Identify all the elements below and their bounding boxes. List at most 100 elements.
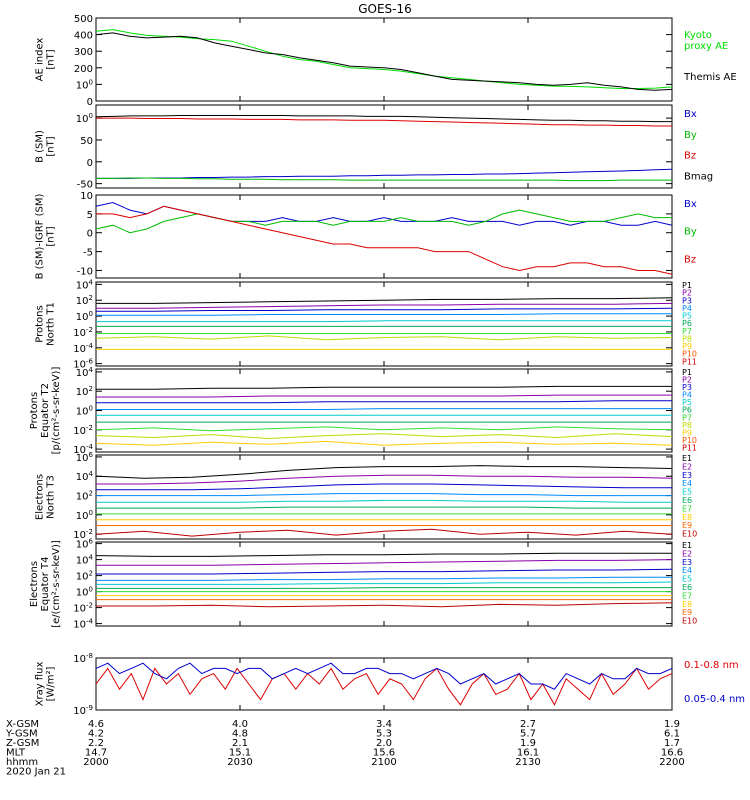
series-line-kyoto-proxy-ae (95, 29, 673, 89)
y-tick-label: 106 (76, 538, 94, 551)
panel-frame (95, 657, 673, 711)
footer-value: 14.7 (85, 748, 107, 759)
footer-date: 2020 Jan 21 (6, 767, 66, 778)
panel-pn: 10-6 10-4 10-2 100 102 104 Protons North T1 P1P2… (35, 278, 698, 370)
y-tick-label: 100 (76, 112, 93, 125)
chart-title: GOES-16 (358, 2, 412, 16)
legend-p1: P1 (682, 281, 692, 290)
footer-row-label: hhmm (6, 757, 38, 768)
y-tick-label: 200 (74, 64, 93, 75)
footer-value: 5.3 (376, 729, 392, 740)
series-line-p4 (96, 408, 672, 410)
legend-p8: P8 (682, 421, 692, 430)
footer-value: 2.0 (376, 738, 392, 749)
series-line-p1 (96, 385, 672, 390)
footer-value: 2130 (515, 757, 540, 768)
series-line-p8 (95, 433, 673, 440)
legend-e5: E5 (682, 488, 692, 497)
footer-value: 2100 (371, 757, 396, 768)
series-line-e1 (95, 465, 673, 479)
legend-p3: P3 (682, 383, 692, 392)
y-tick-label: 100 (76, 405, 93, 418)
y-tick-label: 10-4 (73, 618, 93, 631)
y-tick-label: 10-2 (73, 528, 93, 541)
y-tick-label: 100 (76, 78, 93, 91)
legend-e9: E9 (682, 608, 692, 617)
legend-e1: E1 (682, 454, 692, 463)
panel-pe: 10-4 10-2 100 102 104 Protons Equator T2 [p/(cm… (29, 366, 697, 456)
footer-value: 2200 (659, 757, 684, 768)
legend-p2: P2 (682, 289, 692, 298)
y-axis-label: Equator T2 (40, 383, 51, 438)
footer-value: 2.7 (520, 719, 536, 730)
legend-e6: E6 (682, 583, 692, 592)
y-tick-label: 106 (76, 451, 94, 464)
legend-p5: P5 (682, 398, 692, 407)
y-tick-label: -5 (83, 248, 93, 259)
series-line-e2 (96, 474, 673, 485)
y-tick-label: 10-2 (73, 424, 93, 437)
y-axis-label: North T1 (46, 302, 57, 346)
series-line-0-05-0-4-nm (95, 662, 673, 690)
footer-row-label: Z-GSM (6, 738, 39, 749)
panel-ee: 10-4 10-2 100 102 104 106 Electrons Equator T4[… (29, 538, 697, 631)
legend-e3: E3 (682, 471, 692, 480)
series-line-bz (96, 205, 673, 275)
legend-e9: E9 (682, 521, 692, 530)
y-axis-label: AE index (35, 38, 46, 82)
y-tick-label: 10-9 (73, 704, 93, 717)
y-tick-label: 400 (74, 31, 93, 42)
y-tick-label: -10 (77, 266, 93, 277)
legend-e1: E1 (682, 541, 692, 550)
footer-value: 4.6 (88, 719, 104, 730)
series-line-e5 (96, 581, 673, 585)
y-tick-label: 102 (76, 385, 93, 398)
series-line-by (96, 177, 672, 182)
series-line-p1 (96, 297, 673, 304)
series-line-e5 (96, 499, 672, 503)
y-tick-label: 104 (76, 366, 94, 379)
legend-bz: Bz (684, 151, 696, 162)
y-axis-label: Protons (35, 305, 46, 342)
legend-p6: P6 (682, 319, 692, 328)
series-line-p3 (96, 307, 673, 312)
series-line-bx (96, 168, 673, 179)
y-tick-label: 10-4 (73, 342, 93, 355)
series-line-e4 (96, 493, 672, 497)
legend-e7: E7 (682, 591, 692, 600)
legend-bz: Bz (684, 254, 696, 265)
y-tick-label: 104 (76, 470, 94, 483)
footer-value: 4.8 (232, 729, 248, 740)
y-tick-label: 10-2 (73, 602, 93, 615)
footer-value: 3.4 (376, 719, 392, 730)
y-tick-label: 500 (74, 14, 93, 25)
series-line-p7 (95, 426, 673, 432)
series-line-e4 (96, 576, 672, 581)
footer-value: 16.6 (661, 748, 683, 759)
y-axis-label: Electrons (29, 561, 40, 607)
series-line-e6 (96, 506, 672, 509)
footer-value: 1.9 (664, 719, 680, 730)
y-tick-label: 50 (80, 136, 93, 147)
legend-xray-1: 0.05-0.4 nm (684, 694, 745, 705)
legend-p5: P5 (682, 312, 692, 321)
y-axis-label: Electrons (35, 474, 46, 520)
panel-frame (95, 368, 673, 453)
y-tick-label: 0 (87, 97, 93, 108)
y-tick-label: 0 (87, 158, 93, 169)
y-axis-label: B (SM)-IGRF (SM) (35, 194, 46, 280)
panel-frame (95, 17, 673, 102)
legend-e3: E3 (682, 558, 692, 567)
legend-e10: E10 (682, 530, 697, 539)
y-axis-label: [nT] (46, 49, 57, 69)
footer-value: 15.6 (373, 748, 395, 759)
series-line-by (95, 209, 672, 234)
legend-e4: E4 (682, 566, 692, 575)
footer-value: 15.1 (229, 748, 251, 759)
y-tick-label: 102 (76, 570, 93, 583)
y-tick-label: 100 (76, 310, 93, 323)
legend-kyoto-proxy-ae: proxy AE (684, 41, 728, 52)
series-line-p2 (96, 302, 673, 309)
footer-row-label: Y-GSM (5, 729, 38, 740)
